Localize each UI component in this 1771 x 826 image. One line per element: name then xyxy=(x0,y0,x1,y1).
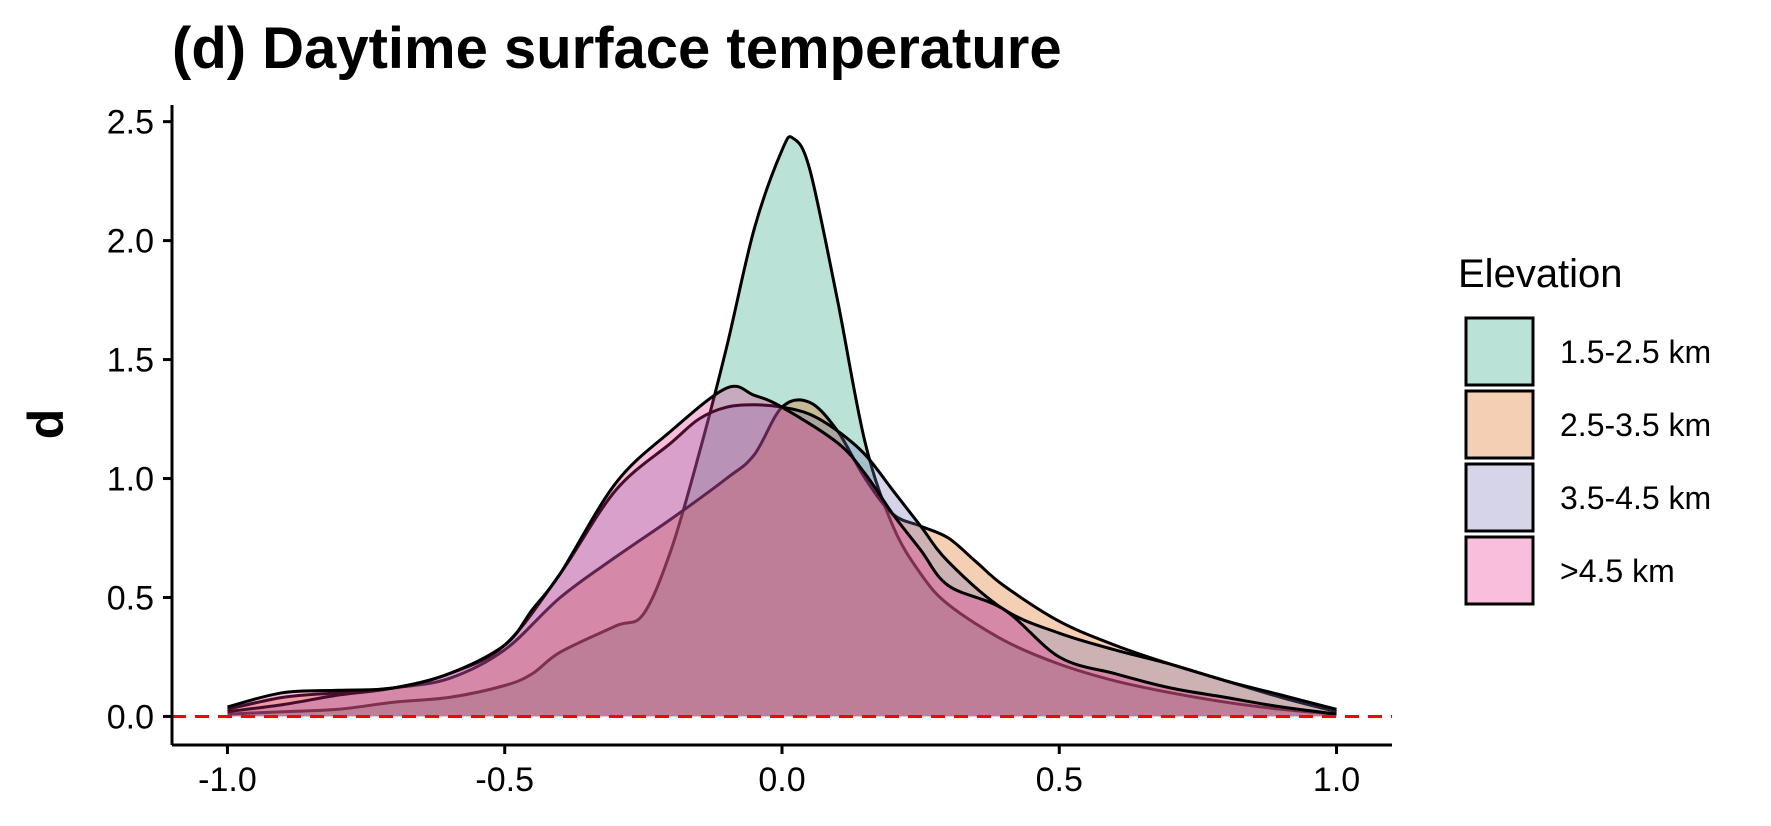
legend-swatch-4 xyxy=(1464,535,1535,606)
density-area-2 xyxy=(227,399,1337,717)
legend-swatch-bg xyxy=(1466,537,1533,604)
chart-title: (d) Daytime surface temperature xyxy=(172,16,1062,81)
density-area-4 xyxy=(227,386,1337,717)
legend-swatch-bg xyxy=(1466,318,1533,385)
y-tick-label: 0.5 xyxy=(107,579,154,617)
x-tick-label: 0.5 xyxy=(1036,761,1083,799)
y-tick-label: 0.0 xyxy=(107,698,154,736)
density-area-1 xyxy=(227,136,1337,717)
density-outline-2 xyxy=(227,398,1337,714)
legend-swatch-3 xyxy=(1464,462,1535,533)
axes: -1.0 -0.5 0.0 0.5 1.0 0.0 0.5 1.0 1.5 2.0 2.5 xyxy=(107,104,1392,799)
legend: Elevation 1.5-2.5 km 2.5-3.5 km 3.5-4.5 km… xyxy=(1458,252,1711,606)
density-outline-4 xyxy=(227,384,1337,716)
density-outline-1 xyxy=(227,135,1337,716)
legend-swatch-bg xyxy=(1466,391,1533,458)
x-tick-label: -1.0 xyxy=(198,761,257,799)
legend-swatch-bg xyxy=(1466,464,1533,531)
legend-swatch-2 xyxy=(1464,389,1535,460)
x-tick-label: -0.5 xyxy=(475,761,534,799)
density-areas xyxy=(227,135,1337,717)
legend-label-3: 3.5-4.5 km xyxy=(1560,480,1711,516)
y-tick-label: 1.0 xyxy=(107,461,154,499)
y-axis-label: d xyxy=(18,409,74,440)
legend-label-1: 1.5-2.5 km xyxy=(1560,334,1711,370)
legend-title: Elevation xyxy=(1458,252,1623,296)
legend-label-2: 2.5-3.5 km xyxy=(1560,407,1711,443)
x-tick-label: 1.0 xyxy=(1313,761,1360,799)
y-tick-label: 2.5 xyxy=(107,104,154,142)
y-tick-label: 2.0 xyxy=(107,223,154,261)
y-tick-label: 1.5 xyxy=(107,342,154,380)
x-tick-label: 0.0 xyxy=(758,761,805,799)
legend-swatch-1 xyxy=(1464,316,1535,387)
density-area-3 xyxy=(227,404,1337,717)
legend-label-4: >4.5 km xyxy=(1560,553,1675,589)
